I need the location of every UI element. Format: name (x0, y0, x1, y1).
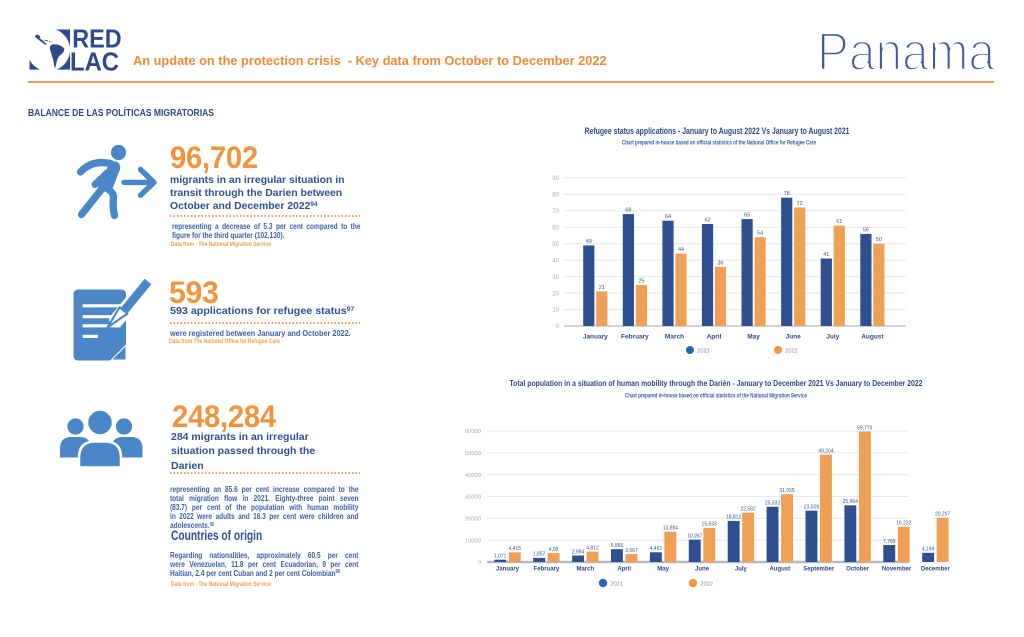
svg-text:5,865: 5,865 (611, 543, 624, 549)
svg-text:40000: 40000 (465, 473, 481, 479)
svg-text:April: April (707, 334, 722, 341)
svg-text:70: 70 (552, 208, 559, 215)
svg-text:4,462: 4,462 (650, 546, 663, 552)
svg-text:50: 50 (552, 241, 559, 248)
svg-text:January: January (583, 334, 608, 341)
svg-text:May: May (747, 334, 760, 341)
svg-text:25,964: 25,964 (843, 499, 859, 505)
svg-text:80: 80 (552, 192, 559, 199)
svg-text:2021: 2021 (611, 581, 623, 587)
svg-text:10000: 10000 (465, 538, 481, 544)
svg-text:November: November (882, 567, 912, 573)
svg-text:2022: 2022 (701, 581, 713, 587)
svg-text:1,071: 1,071 (494, 554, 507, 560)
svg-text:20: 20 (552, 290, 559, 297)
svg-text:January: January (496, 567, 520, 573)
svg-text:25: 25 (638, 278, 644, 284)
svg-text:68: 68 (625, 208, 631, 214)
svg-text:21: 21 (599, 285, 605, 291)
svg-text:Chart prepared in-house based: Chart prepared in-house based on officia… (625, 394, 807, 400)
svg-text:June: June (695, 567, 710, 573)
svg-text:50000: 50000 (465, 451, 481, 457)
svg-text:4,194: 4,194 (922, 547, 935, 553)
svg-text:54: 54 (757, 231, 763, 237)
svg-text:7,769: 7,769 (883, 539, 896, 545)
svg-text:0: 0 (478, 560, 481, 566)
svg-text:September: September (803, 567, 835, 573)
svg-text:56: 56 (863, 227, 869, 233)
svg-text:July: July (735, 567, 748, 573)
svg-text:2021: 2021 (697, 348, 710, 354)
svg-text:August: August (861, 334, 884, 341)
svg-text:4,415: 4,415 (509, 546, 522, 552)
svg-text:22,582: 22,582 (740, 507, 756, 513)
svg-text:June: June (786, 334, 802, 341)
svg-text:31,055: 31,055 (779, 488, 795, 494)
svg-text:60000: 60000 (465, 429, 481, 435)
svg-text:60: 60 (552, 225, 559, 232)
svg-text:18,812: 18,812 (726, 515, 742, 521)
svg-text:50: 50 (876, 237, 882, 243)
svg-text:February: February (621, 334, 649, 341)
svg-text:2,994: 2,994 (572, 549, 585, 555)
svg-text:October: October (846, 567, 870, 573)
svg-text:30000: 30000 (465, 495, 481, 501)
svg-text:10,267: 10,267 (687, 533, 703, 539)
svg-text:40: 40 (552, 257, 559, 264)
svg-text:10: 10 (552, 307, 559, 314)
svg-text:July: July (826, 334, 839, 341)
svg-text:4,812: 4,812 (586, 545, 599, 551)
svg-text:25,332: 25,332 (765, 501, 781, 507)
svg-text:13,894: 13,894 (663, 526, 679, 532)
svg-text:16,232: 16,232 (896, 520, 912, 526)
svg-text:0: 0 (556, 323, 560, 330)
svg-text:Chart prepared in-house based: Chart prepared in-house based on officia… (622, 140, 816, 147)
svg-text:20,297: 20,297 (935, 512, 951, 518)
svg-text:February: February (534, 567, 560, 573)
svg-text:Total population in a situatio: Total population in a situation of human… (510, 378, 923, 388)
svg-text:90: 90 (552, 175, 559, 182)
svg-text:March: March (665, 334, 684, 341)
svg-text:1,857: 1,857 (533, 552, 546, 558)
svg-text:23,509: 23,509 (804, 505, 820, 511)
svg-text:59,773: 59,773 (857, 425, 873, 431)
svg-text:36: 36 (717, 260, 723, 266)
svg-text:August: August (769, 567, 790, 573)
svg-text:20000: 20000 (465, 516, 481, 522)
svg-text:LAC: LAC (70, 47, 119, 77)
svg-text:64: 64 (665, 214, 671, 220)
svg-text:61: 61 (836, 219, 842, 225)
svg-text:49: 49 (586, 239, 592, 245)
svg-text:3,667: 3,667 (625, 548, 638, 554)
svg-text:30: 30 (552, 274, 559, 281)
svg-text:4,09: 4,09 (549, 547, 559, 553)
svg-text:May: May (657, 567, 669, 573)
svg-text:15,633: 15,633 (702, 522, 718, 528)
svg-text:December: December (921, 567, 951, 573)
svg-text:62: 62 (704, 218, 710, 224)
svg-text:44: 44 (678, 247, 684, 253)
svg-text:April: April (617, 567, 631, 573)
svg-text:2022: 2022 (785, 348, 798, 354)
svg-text:Refugee status applications -: Refugee status applications - January to… (585, 126, 850, 136)
svg-text:RED: RED (72, 24, 121, 54)
svg-text:78: 78 (784, 191, 790, 197)
svg-text:49,204: 49,204 (818, 448, 834, 454)
svg-text:72: 72 (797, 201, 803, 207)
svg-text:65: 65 (744, 213, 750, 219)
svg-text:41: 41 (823, 252, 829, 258)
svg-text:March: March (576, 567, 594, 573)
